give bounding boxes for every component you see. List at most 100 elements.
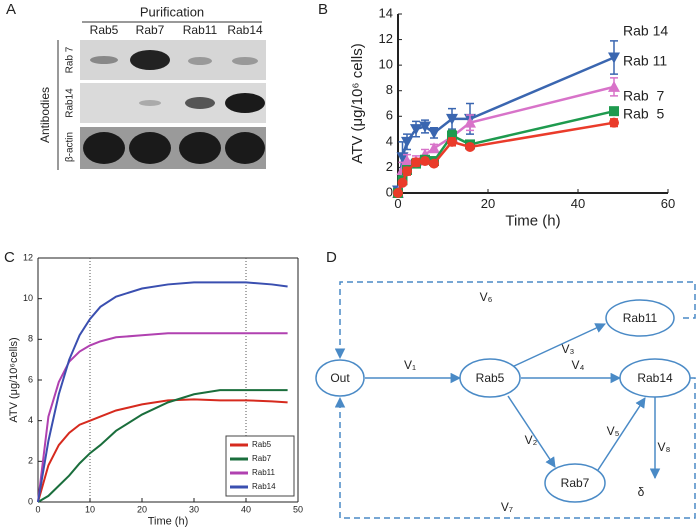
point <box>411 157 421 168</box>
edge-label: V₅ <box>607 424 620 438</box>
y-tick-label: 2 <box>28 456 33 466</box>
edge <box>511 323 606 368</box>
band <box>83 132 125 164</box>
y-tick-label: 12 <box>23 252 33 262</box>
x-axis-label: Time (h) <box>148 516 189 528</box>
node-label: Rab14 <box>637 371 673 385</box>
diagram-labels: Out Rab5 Rab11 Rab14 Rab7 V₁ V₂ V₃ V₄ V₅… <box>330 290 673 514</box>
legend-label: Rab 5 <box>623 106 664 122</box>
band <box>179 132 221 164</box>
point <box>609 106 619 117</box>
lane-label: Rab14 <box>227 23 263 37</box>
band <box>129 132 171 164</box>
x-tick-label: 0 <box>35 504 40 514</box>
legend-label: Rab14 <box>252 482 276 491</box>
point <box>446 113 458 125</box>
band <box>139 100 161 106</box>
node <box>619 358 691 398</box>
legend-label: Rab 7 <box>623 88 664 104</box>
panel-label: C <box>4 249 15 266</box>
y-axis-label: ATV (μg/10⁶cells) <box>8 337 20 422</box>
point <box>401 155 413 167</box>
blot-title: Purification <box>140 4 204 19</box>
y-tick-label: 14 <box>379 5 393 20</box>
edge-label: V₂ <box>525 433 538 447</box>
edge-label: V₆ <box>480 290 493 304</box>
y-tick-label: 2 <box>386 159 393 174</box>
sink-label: δ <box>638 485 645 499</box>
x-tick-label: 60 <box>661 196 675 211</box>
edge-label: V₃ <box>562 342 575 356</box>
y-tick-label: 10 <box>379 57 393 72</box>
point <box>420 156 430 167</box>
panel-label: D <box>326 249 337 266</box>
series-line <box>37 281 288 503</box>
row-label: Rab 7 <box>65 46 76 73</box>
y-tick-label: 6 <box>386 108 393 123</box>
dashed-edge <box>334 377 696 519</box>
series-line <box>37 389 288 503</box>
node-label: Rab11 <box>623 311 658 325</box>
point <box>609 117 619 128</box>
point <box>397 177 408 188</box>
point <box>393 188 403 198</box>
band <box>232 57 258 65</box>
x-tick-label: 20 <box>481 196 495 211</box>
blot: Purification Rab5 Rab7 Rab11 Rab14 Antib… <box>38 4 266 170</box>
node <box>544 463 606 503</box>
point <box>447 136 457 147</box>
panel-label: A <box>6 1 16 18</box>
edge <box>597 397 646 471</box>
band <box>225 93 265 113</box>
point <box>465 141 475 152</box>
point <box>464 116 476 128</box>
lane-label: Rab5 <box>90 23 119 37</box>
point <box>428 127 440 139</box>
diagram <box>315 281 696 519</box>
edge-label: V₇ <box>501 500 513 514</box>
lane-label: Rab11 <box>183 23 218 37</box>
series-line <box>37 332 288 503</box>
edge-label: V₁ <box>404 358 416 372</box>
y-axis-label: ATV (μg/10⁶ cells) <box>349 43 366 163</box>
band <box>188 57 212 65</box>
legend-label: Rab7 <box>252 454 272 463</box>
y-tick-label: 0 <box>386 184 393 199</box>
node <box>315 359 365 397</box>
node-label: Rab7 <box>561 476 590 490</box>
x-tick-label: 50 <box>293 504 303 514</box>
x-axis-label: Time (h) <box>505 213 560 230</box>
y-tick-label: 12 <box>379 31 393 46</box>
node <box>459 358 521 398</box>
y-tick-label: 6 <box>28 374 33 384</box>
point <box>419 121 431 133</box>
band <box>130 50 170 70</box>
x-tick-label: 30 <box>189 504 199 514</box>
band <box>185 97 215 109</box>
node-label: Out <box>330 371 350 385</box>
edge <box>507 395 556 468</box>
node-label: Rab5 <box>476 371 505 385</box>
point <box>447 130 457 141</box>
panel-label: B <box>318 1 328 18</box>
edge-label: V₄ <box>572 358 585 372</box>
y-tick-label: 10 <box>23 293 33 303</box>
y-tick-label: 4 <box>28 415 33 425</box>
x-tick-label: 10 <box>85 504 95 514</box>
y-tick-label: 8 <box>28 334 33 344</box>
row-label: Rab14 <box>65 88 76 118</box>
x-tick-label: 0 <box>394 196 401 211</box>
legend-label: Rab5 <box>252 440 272 449</box>
point <box>608 52 620 64</box>
legend-label: Rab 14 <box>623 23 668 39</box>
node <box>605 299 675 337</box>
side-label: Antibodies <box>38 87 52 143</box>
point <box>608 80 620 92</box>
point <box>428 142 440 154</box>
x-tick-label: 40 <box>241 504 251 514</box>
x-tick-label: 20 <box>137 504 147 514</box>
y-tick-label: 0 <box>28 496 33 506</box>
point <box>429 158 439 169</box>
band <box>90 56 118 64</box>
